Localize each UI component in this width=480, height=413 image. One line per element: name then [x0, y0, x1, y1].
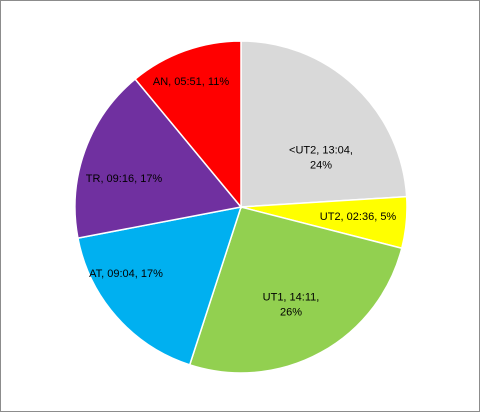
- pie-slice-ut1: [188, 206, 403, 374]
- pie-slice-ut2-lt: [240, 40, 408, 208]
- slice-label: AN, 05:51, 11%: [153, 76, 229, 88]
- slice-label-line: <UT2, 13:04,: [289, 145, 353, 157]
- slice-label-line: UT1, 14:11,: [263, 292, 320, 304]
- slice-label-line: AN, 05:51, 11%: [153, 76, 229, 88]
- slice-label-line: TR, 09:16, 17%: [86, 173, 163, 185]
- slice-label-line: 24%: [310, 160, 332, 172]
- slice-label: TR, 09:16, 17%: [86, 173, 163, 185]
- pie-slice-at: [77, 206, 243, 366]
- slice-label: UT2, 02:36, 5%: [320, 211, 397, 223]
- slice-label: AT, 09:04, 17%: [89, 268, 163, 280]
- slice-label-line: AT, 09:04, 17%: [89, 268, 163, 280]
- pie-slice-an: [134, 40, 242, 210]
- slice-label: <UT2, 13:04, 24%: [289, 145, 353, 172]
- slice-label-line: UT2, 02:36, 5%: [320, 211, 397, 223]
- slice-label-line: 26%: [280, 307, 302, 319]
- pie-slice-tr: [74, 78, 243, 239]
- slice-label: UT1, 14:11, 26%: [263, 292, 320, 319]
